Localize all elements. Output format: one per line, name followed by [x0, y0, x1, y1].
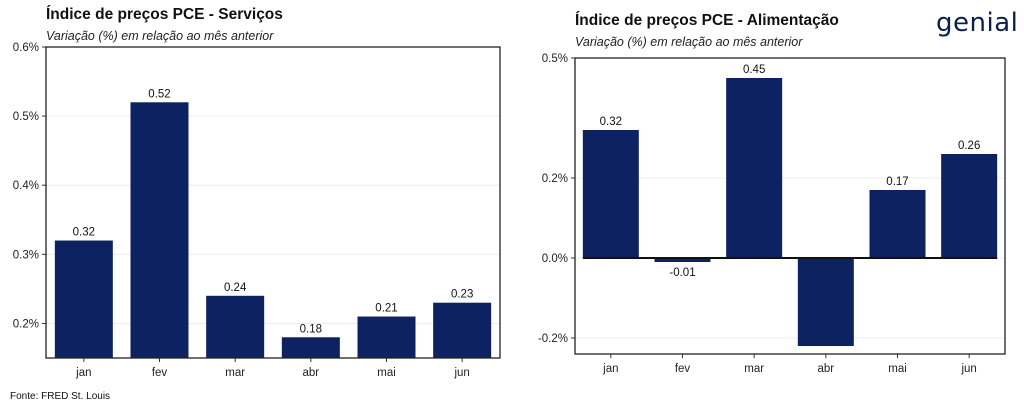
data-label: 0.21	[375, 303, 397, 315]
bar	[281, 337, 340, 358]
chart-subtitle-servicos: Variação (%) em relação ao mês anterior	[46, 29, 274, 43]
y-tick-label: 0.4%	[13, 180, 39, 192]
x-tick-label: mar	[225, 367, 245, 379]
x-tick-label: mai	[888, 363, 907, 375]
bar	[357, 316, 416, 358]
x-tick-label: mai	[377, 367, 396, 379]
x-tick-label: jan	[602, 363, 618, 375]
x-tick-label: jun	[960, 363, 976, 375]
bar	[582, 130, 639, 258]
data-label: 0.17	[886, 176, 908, 188]
chart-title-alimentacao: Índice de preços PCE - Alimentação	[575, 12, 839, 29]
y-tick-label: 0.3%	[13, 249, 39, 261]
chart-subtitle-alimentacao: Variação (%) em relação ao mês anterior	[575, 35, 803, 49]
source-note: Fonte: FRED St. Louis	[10, 391, 111, 402]
y-tick-label: 0.5%	[13, 111, 39, 123]
data-label: 0.26	[958, 140, 980, 152]
y-tick-label: -0.2%	[538, 333, 568, 345]
x-tick-label: jun	[453, 367, 469, 379]
data-label: 0.18	[300, 323, 322, 335]
data-label: 0.32	[600, 116, 622, 128]
genial-logo: genial	[936, 8, 1019, 38]
bar	[206, 295, 265, 358]
y-tick-label: 0.0%	[542, 253, 568, 265]
bar	[130, 102, 189, 359]
x-tick-label: abr	[818, 363, 835, 375]
y-tick-label: 0.2%	[13, 318, 39, 330]
x-tick-label: fev	[675, 363, 691, 375]
data-label: 0.45	[743, 64, 765, 76]
bar	[54, 240, 113, 358]
data-label: 0.24	[224, 282, 247, 294]
bar	[726, 78, 783, 258]
bar	[869, 190, 926, 258]
y-tick-label: 0.2%	[542, 173, 568, 185]
plot-frame	[574, 57, 1006, 355]
chart-title-servicos: Índice de preços PCE - Serviços	[46, 6, 283, 23]
data-label: 0.23	[451, 289, 473, 301]
plot-frame	[45, 46, 501, 359]
x-tick-label: fev	[152, 367, 168, 379]
data-label: 0.52	[148, 88, 170, 100]
data-label: 0.32	[73, 227, 95, 239]
y-tick-label: 0.6%	[13, 42, 39, 54]
x-tick-label: abr	[303, 367, 320, 379]
x-tick-label: mar	[744, 363, 764, 375]
bar	[433, 302, 492, 358]
x-tick-label: jan	[75, 367, 91, 379]
bar	[797, 258, 854, 346]
bar	[654, 258, 711, 262]
data-label: -0.01	[669, 267, 695, 279]
y-tick-label: 0.5%	[542, 53, 568, 65]
bar	[941, 154, 998, 258]
